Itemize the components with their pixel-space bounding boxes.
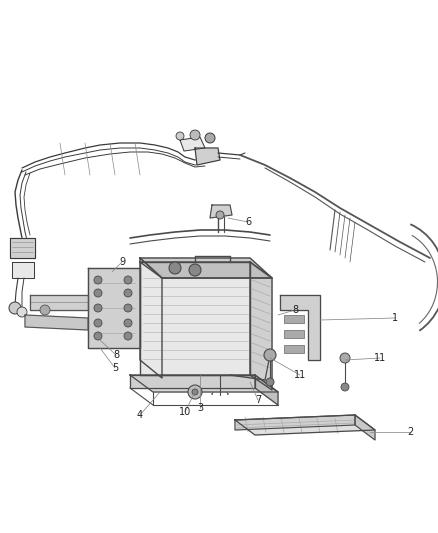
Circle shape (189, 264, 201, 276)
Polygon shape (235, 415, 355, 430)
Text: 4: 4 (137, 410, 143, 420)
Circle shape (9, 302, 21, 314)
Circle shape (94, 332, 102, 340)
Polygon shape (30, 295, 88, 310)
Text: 11: 11 (374, 353, 386, 363)
Circle shape (264, 349, 276, 361)
Text: 5: 5 (112, 363, 118, 373)
Polygon shape (10, 238, 35, 258)
Circle shape (192, 389, 198, 395)
Circle shape (124, 304, 132, 312)
Polygon shape (210, 205, 232, 218)
Circle shape (124, 289, 132, 297)
Circle shape (188, 385, 202, 399)
Polygon shape (235, 415, 375, 435)
Circle shape (124, 332, 132, 340)
Text: 8: 8 (292, 305, 298, 315)
Bar (284, 300, 304, 308)
Polygon shape (140, 258, 162, 378)
Circle shape (205, 133, 215, 143)
Text: 2: 2 (407, 427, 413, 437)
Circle shape (40, 305, 50, 315)
Circle shape (94, 276, 102, 284)
Bar (106, 316, 122, 324)
Text: 1: 1 (392, 313, 398, 323)
Polygon shape (140, 262, 250, 375)
Polygon shape (140, 262, 272, 278)
Text: 3: 3 (197, 403, 203, 413)
Text: 10: 10 (179, 407, 191, 417)
Text: 7: 7 (255, 395, 261, 405)
Polygon shape (255, 375, 278, 405)
Circle shape (17, 307, 27, 317)
Bar (106, 286, 122, 294)
Text: 6: 6 (245, 217, 251, 227)
Polygon shape (280, 295, 320, 360)
Circle shape (190, 130, 200, 140)
Circle shape (341, 383, 349, 391)
Polygon shape (88, 268, 140, 348)
Text: 8: 8 (113, 350, 119, 360)
Polygon shape (250, 262, 272, 390)
Polygon shape (195, 148, 220, 165)
Circle shape (340, 353, 350, 363)
Text: 9: 9 (119, 257, 125, 267)
Circle shape (124, 319, 132, 327)
Polygon shape (180, 137, 205, 151)
Polygon shape (145, 262, 270, 278)
Circle shape (216, 211, 224, 219)
Polygon shape (25, 315, 88, 330)
Polygon shape (130, 375, 278, 392)
Polygon shape (140, 258, 272, 278)
Circle shape (94, 319, 102, 327)
Circle shape (176, 132, 184, 140)
Polygon shape (355, 415, 375, 440)
Text: 11: 11 (294, 370, 306, 380)
Polygon shape (130, 375, 255, 388)
Bar (284, 315, 304, 323)
Circle shape (124, 276, 132, 284)
Bar (284, 330, 304, 338)
Circle shape (94, 289, 102, 297)
Circle shape (169, 262, 181, 274)
Bar (284, 345, 304, 353)
Polygon shape (12, 262, 34, 278)
Circle shape (94, 304, 102, 312)
Circle shape (266, 378, 274, 386)
